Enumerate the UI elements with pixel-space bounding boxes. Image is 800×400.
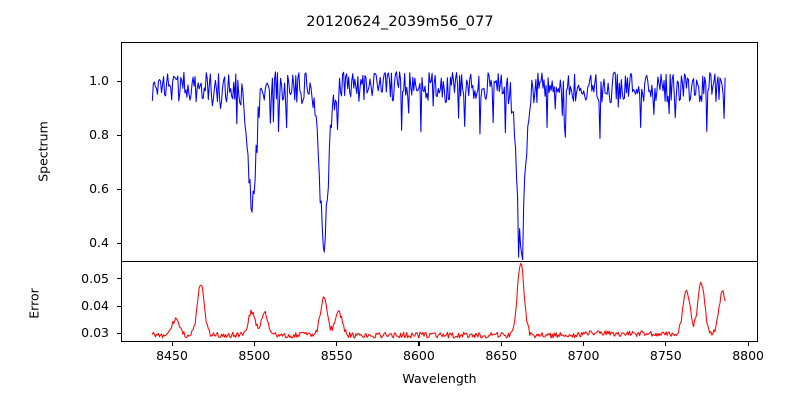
error-line-series bbox=[151, 262, 726, 339]
wavelength-xtick-mark bbox=[336, 342, 338, 346]
wavelength-xtick-mark bbox=[583, 342, 585, 346]
spectrum-ytick-label: 1.0 bbox=[89, 73, 109, 89]
error-ytick-mark bbox=[117, 305, 121, 307]
wavelength-xtick-mark bbox=[500, 342, 502, 346]
wavelength-xtick-label: 8700 bbox=[567, 348, 600, 363]
spectrum-ytick-label: 0.6 bbox=[89, 181, 109, 197]
error-ytick-label: 0.04 bbox=[81, 298, 109, 313]
error-axis-label: Error bbox=[26, 288, 42, 319]
spectrum-line-series bbox=[151, 71, 726, 261]
spectrum-plot-area bbox=[121, 42, 758, 262]
page-title: 20120624_2039m56_077 bbox=[306, 14, 494, 30]
wavelength-xtick-mark bbox=[418, 342, 420, 346]
spectrum-ytick-mark bbox=[117, 134, 121, 136]
error-plot-area bbox=[121, 261, 758, 342]
wavelength-xtick-label: 8550 bbox=[320, 348, 353, 363]
wavelength-xtick-mark bbox=[253, 342, 255, 346]
spectrum-ytick-label: 0.4 bbox=[89, 235, 109, 251]
wavelength-xtick-label: 8500 bbox=[238, 348, 271, 363]
error-ytick-mark bbox=[117, 278, 121, 280]
wavelength-xtick-label: 8450 bbox=[156, 348, 188, 363]
spectrum-ytick-mark bbox=[117, 188, 121, 190]
spectrum-ytick-mark bbox=[117, 80, 121, 82]
error-ytick-mark bbox=[117, 332, 121, 334]
wavelength-xtick-label: 8600 bbox=[403, 348, 435, 363]
wavelength-xtick-mark bbox=[665, 342, 667, 346]
error-ytick-label: 0.03 bbox=[81, 325, 109, 341]
wavelength-xtick-label: 8800 bbox=[732, 348, 765, 363]
wavelength-xtick-label: 8650 bbox=[485, 348, 518, 363]
wavelength-xtick-mark bbox=[171, 342, 173, 346]
spectrum-ytick-mark bbox=[117, 242, 121, 244]
wavelength-xtick-mark bbox=[747, 342, 749, 346]
wavelength-axis-label: Wavelength bbox=[402, 371, 477, 386]
error-ytick-label: 0.05 bbox=[81, 270, 109, 286]
spectrum-ytick-label: 0.8 bbox=[89, 127, 109, 143]
wavelength-xtick-label: 8750 bbox=[649, 348, 682, 363]
